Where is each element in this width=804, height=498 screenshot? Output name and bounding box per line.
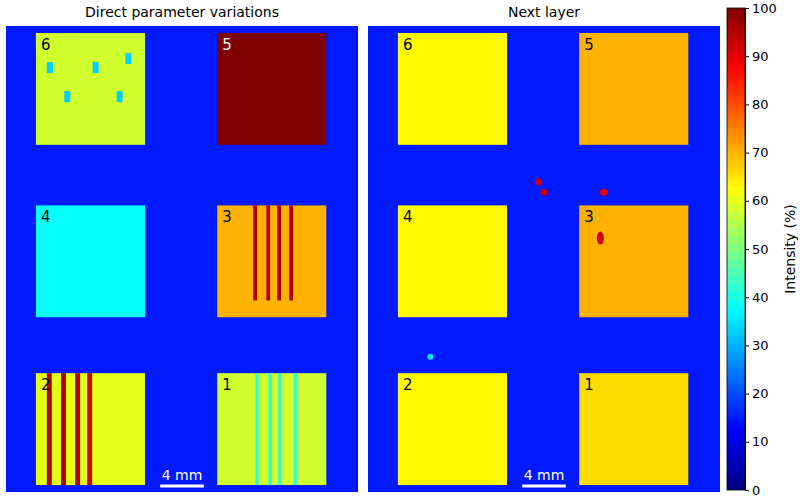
square: [217, 205, 326, 317]
square: [36, 205, 145, 317]
square-labels: 6 5 4 3 2 1: [41, 36, 232, 394]
tick-label: 60: [752, 193, 769, 208]
tick: 10: [745, 434, 769, 449]
square-label: 5: [222, 36, 232, 54]
stripe: [253, 205, 257, 300]
tick-label: 70: [752, 145, 769, 160]
panel-background: [368, 26, 720, 492]
colorbar-title: Intensity (%): [782, 204, 798, 294]
spatter-spot: [597, 232, 604, 245]
tick-mark: [745, 56, 749, 57]
square-label: 6: [403, 36, 413, 54]
square-label: 5: [584, 36, 594, 54]
square-label: 2: [41, 376, 51, 394]
square-label: 2: [403, 376, 413, 394]
tick: 100: [745, 1, 777, 16]
square: [36, 33, 145, 145]
square-label: 3: [222, 208, 232, 226]
scale-bar-label: 4 mm: [524, 467, 565, 483]
panel-marks: [368, 26, 720, 492]
panel-title: Direct parameter variations: [85, 4, 279, 20]
stripe: [61, 373, 66, 485]
spot: [47, 62, 53, 73]
square-label: 1: [222, 376, 232, 394]
figure: Direct parameter variations 6 5 4 3 2 1 4 mm Nex…: [0, 0, 804, 498]
tick-mark: [745, 201, 749, 202]
square-label: 1: [584, 376, 594, 394]
stripe: [266, 205, 270, 300]
spot: [125, 53, 131, 64]
spatter-spot: [535, 179, 542, 186]
tick-mark: [745, 104, 749, 105]
tick-label: 90: [752, 49, 769, 64]
square: [579, 33, 688, 145]
tick-mark: [745, 249, 749, 250]
tick: 40: [745, 290, 769, 305]
tick-mark: [745, 153, 749, 154]
panel-background: [6, 26, 358, 492]
tick-label: 40: [752, 290, 769, 305]
spot: [64, 91, 70, 102]
tick: 50: [745, 242, 769, 257]
colorbar: [727, 8, 745, 490]
square: [217, 373, 326, 485]
tick-mark: [745, 345, 749, 346]
square: [579, 373, 688, 485]
tick: 60: [745, 193, 769, 208]
tick: 90: [745, 49, 769, 64]
tick-label: 80: [752, 97, 769, 112]
panel-marks: [6, 26, 358, 492]
spot: [117, 91, 123, 102]
tick-label: 0: [752, 483, 760, 498]
stripe: [255, 373, 258, 485]
tick: 80: [745, 97, 769, 112]
tick-mark: [745, 490, 749, 491]
square: [398, 373, 507, 485]
square: [579, 205, 688, 317]
tick-mark: [745, 442, 749, 443]
stripe: [289, 205, 293, 300]
tick-mark: [745, 394, 749, 395]
tick: 30: [745, 338, 769, 353]
stripe: [278, 373, 281, 485]
square-label: 6: [41, 36, 51, 54]
stripe: [294, 373, 297, 485]
square: [398, 205, 507, 317]
square: [36, 373, 145, 485]
tick-label: 20: [752, 386, 769, 401]
spatter-spot: [541, 189, 548, 196]
spatter-spot: [600, 189, 608, 196]
tick: 70: [745, 145, 769, 160]
square: [217, 33, 326, 145]
colorbar-axis: 0 10 20 30 40 50 60 70 80 90 100: [745, 1, 777, 498]
scale-bar-label: 4 mm: [162, 467, 203, 483]
scale-bar: [160, 485, 204, 488]
tick-mark: [745, 297, 749, 298]
panel-title: Next layer: [508, 4, 580, 20]
stripe: [87, 373, 92, 485]
axis-line: [746, 9, 750, 491]
tick: 0: [745, 483, 760, 498]
square-label: 4: [41, 208, 51, 226]
stripe: [75, 373, 80, 485]
stripe: [277, 205, 281, 300]
tick-label: 100: [752, 1, 777, 16]
tick-mark: [745, 8, 749, 9]
stripe: [268, 373, 271, 485]
tick: 20: [745, 386, 769, 401]
square-label: 3: [584, 208, 594, 226]
spatter-spot: [427, 354, 433, 360]
square-label: 4: [403, 208, 413, 226]
square: [398, 33, 507, 145]
spot: [93, 62, 99, 73]
tick-label: 30: [752, 338, 769, 353]
square-labels: 6 5 4 3 2 1: [403, 36, 594, 394]
tick-label: 50: [752, 242, 769, 257]
scale-bar: [522, 485, 566, 488]
tick-label: 10: [752, 434, 769, 449]
